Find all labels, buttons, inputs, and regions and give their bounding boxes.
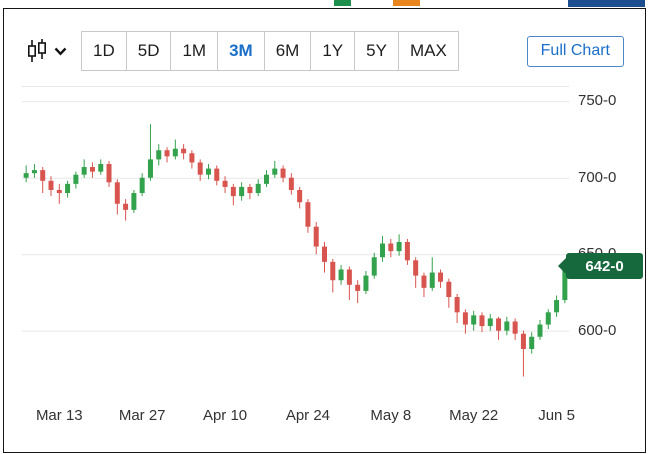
x-axis-label: Jun 5	[538, 407, 575, 424]
chart-toolbar: 1D 5D 1M 3M 6M 1Y 5Y MAX Full Chart	[25, 31, 624, 71]
range-button-1m[interactable]: 1M	[170, 31, 219, 71]
last-price-badge: 642-0	[558, 253, 643, 280]
candlestick-icon	[27, 39, 47, 62]
y-axis-label: 750-0	[578, 92, 617, 110]
badge-arrow-icon	[558, 258, 566, 275]
cropped-content-fragment-blue	[568, 0, 645, 7]
y-axis-label: 700-0	[578, 168, 617, 186]
range-button-group: 1D 5D 1M 3M 6M 1Y 5Y MAX	[81, 31, 459, 71]
x-axis-label: Apr 24	[285, 407, 331, 424]
range-button-1d[interactable]: 1D	[81, 31, 127, 71]
x-axis-label: May 22	[449, 407, 499, 424]
range-button-5d[interactable]: 5D	[125, 31, 172, 71]
x-axis-label: Apr 10	[202, 407, 248, 424]
y-axis-label: 600-0	[578, 321, 617, 339]
full-chart-button[interactable]: Full Chart	[526, 35, 624, 67]
chevron-down-icon	[54, 47, 67, 56]
chart-type-selector[interactable]	[25, 38, 67, 64]
x-axis-label: Mar 13	[35, 407, 83, 424]
chart-widget-frame: 1D 5D 1M 3M 6M 1Y 5Y MAX Full Chart 642-0 750-0…	[3, 8, 646, 453]
range-button-5y[interactable]: 5Y	[354, 31, 399, 71]
range-button-max[interactable]: MAX	[397, 31, 459, 71]
x-axis-label: May 8	[370, 407, 412, 424]
range-button-6m[interactable]: 6M	[263, 31, 312, 71]
last-price-label: 642-0	[585, 257, 624, 275]
cropped-content-fragment-green	[334, 0, 351, 6]
x-axis-label: Mar 27	[118, 407, 166, 424]
range-button-3m[interactable]: 3M	[217, 31, 265, 71]
cropped-content-fragment-orange	[393, 0, 420, 6]
range-button-1y[interactable]: 1Y	[310, 31, 356, 71]
candlestick-plot[interactable]	[4, 81, 643, 451]
